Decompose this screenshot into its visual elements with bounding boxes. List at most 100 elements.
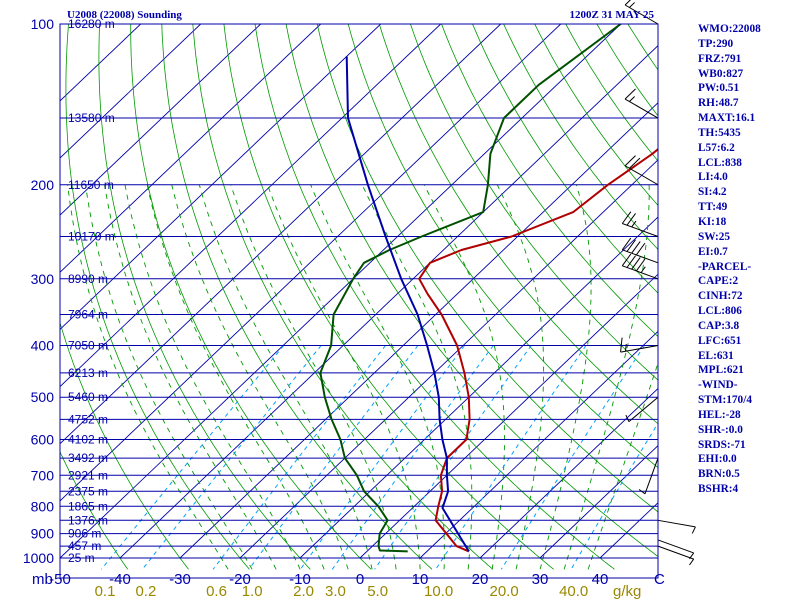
index-row: PW:0.51 — [698, 82, 740, 95]
height-labels: 16280 m 13580 m 11650 m 10170 m 8990 m 7964 m… — [68, 17, 115, 565]
mixing-ratio-line — [248, 345, 419, 570]
dry-adiabat — [378, 24, 658, 425]
isotherm-line — [60, 24, 562, 502]
height-label: 10170 m — [68, 229, 115, 243]
temperature-tick-label: 30 — [532, 571, 549, 588]
index-row: BSHR:4 — [698, 483, 739, 496]
wind-barb — [621, 253, 659, 280]
wind-barb — [657, 519, 696, 534]
pressure-tick-label: 800 — [31, 498, 55, 514]
mixing-ratio-line — [331, 345, 494, 570]
height-label: 4752 m — [68, 412, 108, 426]
index-row: BRN:0.5 — [698, 468, 740, 481]
index-row: WMO:22008 — [698, 23, 761, 35]
height-label: 8990 m — [68, 272, 108, 286]
isotherm-line — [359, 273, 658, 559]
pressure-axis-labels: 100 200 300 400 500 600 700 800 900 1000 — [23, 16, 54, 566]
mixing-ratio-label: 40.0 — [559, 583, 588, 600]
index-row: FRZ:791 — [698, 52, 742, 65]
index-row: TH:5435 — [698, 126, 741, 139]
dry-adiabat — [130, 24, 372, 570]
moist-adiabat — [198, 184, 373, 570]
mixing-ratio-line — [374, 345, 532, 570]
wind-barb — [620, 337, 659, 353]
chart-title: U2008 (22008) Sounding — [67, 9, 182, 21]
temperature-unit-label: C — [654, 571, 665, 588]
index-row: STM:170/4 — [698, 394, 752, 407]
index-row: SHR-:0.0 — [698, 423, 743, 436]
mixing-ratio-label: 0.2 — [135, 583, 156, 600]
height-label: 1376 m — [68, 513, 108, 527]
index-row: L57:6.2 — [698, 141, 735, 154]
moist-adiabat — [423, 184, 505, 570]
dry-adiabat — [60, 321, 189, 570]
moist-adiabat — [267, 184, 421, 570]
dry-adiabat — [347, 24, 658, 469]
height-label: 13580 m — [68, 111, 115, 125]
index-row: TP:290 — [698, 37, 734, 50]
isotherm-line — [479, 387, 658, 559]
pressure-tick-label: 900 — [31, 526, 55, 542]
mixing-ratio-label: 0.1 — [95, 583, 116, 600]
dry-adiabat — [410, 24, 658, 381]
height-label: 2375 m — [68, 484, 108, 498]
index-row: -WIND- — [698, 379, 738, 392]
plot-frame — [59, 23, 659, 579]
chart-grid — [60, 24, 658, 570]
wind-barb — [625, 396, 659, 423]
mixing-ratio-label: 5.0 — [367, 583, 388, 600]
index-row: SI:4.2 — [698, 186, 727, 199]
wind-barb — [624, 88, 659, 119]
mixing-ratio-line — [435, 345, 587, 570]
index-row: CAPE:2 — [698, 275, 739, 288]
wind-barb — [657, 545, 695, 566]
isotherm-line — [179, 102, 658, 559]
index-row: KI:18 — [698, 215, 727, 228]
wind-barbs — [620, 0, 696, 566]
temperature-tick-label: -40 — [109, 571, 131, 588]
isotherm-line — [60, 24, 262, 216]
index-row: RH:48.7 — [698, 97, 739, 110]
height-label: 2921 m — [68, 468, 108, 482]
height-label: 457 m — [68, 539, 101, 553]
dry-adiabat — [192, 24, 494, 570]
pressure-unit-label: mb — [32, 571, 53, 588]
isotherm-line — [60, 24, 202, 159]
moist-adiabat — [171, 184, 349, 570]
valid-time: 1200Z 31 MAY 25 — [570, 9, 655, 21]
isotherm-line — [60, 24, 622, 559]
dry-adiabat — [316, 24, 658, 513]
index-row: SRDS:-71 — [698, 438, 746, 451]
isotherm-line — [119, 44, 658, 559]
index-row: LFC:651 — [698, 334, 742, 347]
pressure-tick-label: 1000 — [23, 550, 54, 566]
dry-adiabat — [503, 24, 658, 250]
mixing-ratio-line — [299, 345, 465, 570]
mixing-ratio-line — [212, 345, 386, 570]
isotherm-line — [419, 330, 658, 559]
temperature-tick-label: -50 — [49, 571, 71, 588]
wind-barb — [657, 539, 695, 560]
height-label: 4102 m — [68, 433, 108, 447]
wind-barb — [624, 0, 659, 25]
mixing-ratio-unit-label: g/kg — [613, 583, 641, 600]
temperature-tick-label: 20 — [472, 571, 489, 588]
isotherm-line — [60, 24, 382, 331]
pressure-tick-label: 400 — [31, 338, 55, 354]
dry-adiabat — [161, 24, 433, 570]
pressure-tick-label: 700 — [31, 467, 55, 483]
mixing-ratio-line — [570, 422, 658, 570]
index-row: SW:25 — [698, 230, 731, 243]
index-row: TT:49 — [698, 201, 728, 214]
index-row: EHI:0.0 — [698, 453, 737, 466]
index-row: LCL:806 — [698, 305, 742, 318]
moist-adiabat — [85, 184, 253, 570]
dry-adiabat — [98, 24, 311, 570]
dry-adiabat — [60, 450, 129, 570]
mixing-ratio-label: 20.0 — [490, 583, 519, 600]
height-label: 25 m — [68, 551, 95, 565]
mixing-ratio-label: 10.0 — [424, 583, 453, 600]
index-row: MAXT:16.1 — [698, 112, 756, 125]
parcel-profile — [345, 56, 470, 552]
